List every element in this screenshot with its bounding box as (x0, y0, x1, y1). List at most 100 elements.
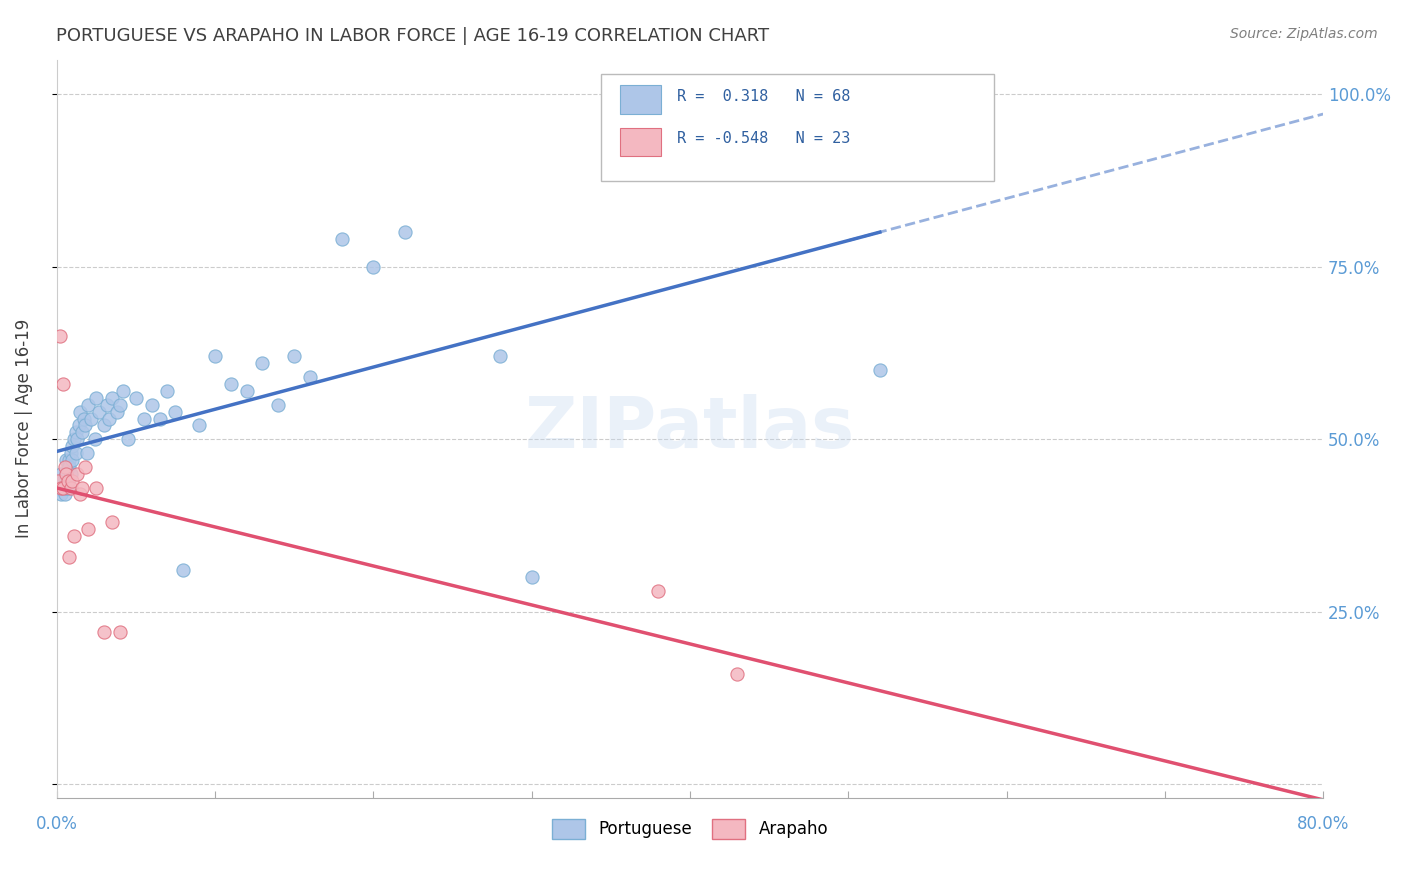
Point (148, 411, 170, 425)
Point (62, 439, 84, 453)
Point (59, 446, 82, 460)
Point (141, 398, 163, 412)
Point (56, 474, 79, 488)
Text: R = -0.548   N = 23: R = -0.548 N = 23 (678, 131, 851, 146)
Point (125, 391, 148, 405)
Point (49, 474, 72, 488)
Point (66, 467, 89, 481)
Text: 80.0%: 80.0% (1296, 814, 1350, 833)
Point (56, 481, 79, 495)
Point (165, 404, 187, 418)
Point (235, 384, 257, 398)
Point (84, 481, 107, 495)
Point (55, 481, 77, 495)
Point (204, 350, 226, 364)
Point (70, 425, 93, 440)
Point (108, 398, 131, 412)
Point (172, 563, 194, 577)
Point (69, 404, 91, 418)
Point (63, 529, 86, 543)
Point (46, 474, 69, 488)
Point (80, 411, 103, 425)
Point (49, 328, 72, 343)
Point (66, 432, 89, 446)
Point (361, 260, 384, 274)
Point (51, 467, 73, 481)
Point (77, 522, 100, 536)
Point (49, 481, 72, 495)
Text: Source: ZipAtlas.com: Source: ZipAtlas.com (1230, 27, 1378, 41)
Point (53, 474, 76, 488)
Point (83, 432, 105, 446)
Point (93, 418, 115, 433)
Point (89, 404, 111, 418)
Point (93, 625, 115, 640)
Point (96, 398, 118, 412)
Point (59, 481, 82, 495)
Point (52, 481, 75, 495)
Point (283, 350, 305, 364)
Point (70, 481, 93, 495)
Point (77, 398, 100, 412)
Point (55, 453, 77, 467)
Point (725, 666, 748, 681)
Point (112, 384, 135, 398)
Point (647, 584, 669, 599)
Text: PORTUGUESE VS ARAPAHO IN LABOR FORCE | AGE 16-19 CORRELATION CHART: PORTUGUESE VS ARAPAHO IN LABOR FORCE | A… (56, 27, 769, 45)
Point (330, 232, 353, 246)
Y-axis label: In Labor Force | Age 16-19: In Labor Force | Age 16-19 (15, 319, 32, 539)
Text: R =  0.318   N = 68: R = 0.318 N = 68 (678, 89, 851, 104)
Point (53, 487, 76, 501)
Point (65, 446, 87, 460)
Point (97, 411, 120, 425)
Point (58, 459, 80, 474)
Point (67, 418, 90, 433)
Legend: Portuguese, Arapaho: Portuguese, Arapaho (546, 813, 835, 846)
Point (72, 411, 94, 425)
Point (520, 570, 543, 584)
Point (55, 467, 77, 481)
Point (53, 459, 76, 474)
Point (53, 481, 76, 495)
Point (298, 370, 321, 384)
Point (267, 398, 290, 412)
FancyBboxPatch shape (602, 74, 994, 181)
Point (51, 474, 73, 488)
Point (117, 432, 139, 446)
Bar (620, 128, 661, 155)
Point (56, 459, 79, 474)
Point (132, 411, 155, 425)
Point (105, 404, 128, 418)
Text: 0.0%: 0.0% (35, 814, 77, 833)
Point (52, 481, 75, 495)
Text: ZIPatlas: ZIPatlas (524, 394, 855, 463)
Point (52, 474, 75, 488)
Point (84, 391, 107, 405)
Point (75, 418, 97, 433)
Point (58, 549, 80, 564)
Point (76, 446, 98, 460)
Point (69, 487, 91, 501)
Point (156, 384, 179, 398)
Point (252, 356, 274, 370)
Point (56, 474, 79, 488)
Point (101, 515, 124, 529)
Point (75, 459, 97, 474)
Point (65, 425, 87, 440)
Point (62, 453, 84, 467)
Point (869, 363, 891, 377)
Point (55, 467, 77, 481)
Point (46, 481, 69, 495)
Point (51, 487, 73, 501)
Point (58, 453, 80, 467)
Point (219, 376, 242, 391)
Point (394, 225, 416, 239)
Point (188, 418, 211, 433)
Bar (620, 86, 661, 113)
Point (62, 474, 84, 488)
Point (789, 114, 811, 128)
Point (108, 625, 131, 640)
Point (51, 481, 73, 495)
Point (101, 391, 124, 405)
Point (489, 350, 512, 364)
